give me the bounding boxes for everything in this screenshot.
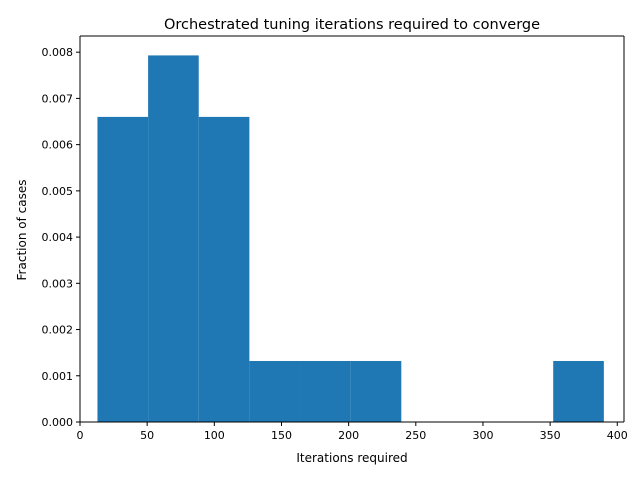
x-tick-label: 50: [140, 429, 154, 442]
histogram-bar-4: [249, 360, 301, 422]
histogram-bar-10: [553, 360, 604, 422]
y-tick-label: 0.000: [42, 416, 74, 429]
chart-title: Orchestrated tuning iterations required …: [164, 17, 540, 33]
axes-frame: [79, 35, 625, 423]
histogram-bar-5: [300, 360, 351, 422]
x-axis-ticks: 0 50 100 150 200 250 300 350 400: [77, 422, 628, 442]
x-tick-label: 100: [204, 429, 225, 442]
x-tick-label: 200: [338, 429, 359, 442]
x-tick-label: 350: [540, 429, 561, 442]
histogram-bar-2: [148, 55, 199, 423]
y-tick-label: 0.002: [42, 324, 74, 337]
histogram-bar-3: [198, 116, 250, 423]
y-tick-label: 0.004: [42, 231, 74, 244]
y-tick-label: 0.003: [42, 277, 74, 290]
histogram-bar-6: [350, 360, 402, 422]
x-tick-label: 150: [271, 429, 292, 442]
x-tick-label: 400: [607, 429, 628, 442]
x-axis-label: Iterations required: [296, 451, 407, 465]
x-tick-label: 0: [77, 429, 84, 442]
x-tick-label: 250: [405, 429, 426, 442]
y-tick-label: 0.005: [42, 185, 74, 198]
y-tick-label: 0.008: [42, 46, 74, 59]
y-axis-ticks: 0.000 0.001 0.002 0.003 0.004 0.005 0.006 0.007…: [42, 46, 80, 429]
y-tick-label: 0.001: [42, 370, 74, 383]
y-axis-label: Fraction of cases: [15, 180, 29, 281]
y-tick-label: 0.006: [42, 139, 74, 152]
x-tick-label: 300: [472, 429, 493, 442]
y-tick-label: 0.007: [42, 92, 74, 105]
bars-group: [97, 55, 604, 423]
histogram-bar-1: [97, 116, 149, 423]
